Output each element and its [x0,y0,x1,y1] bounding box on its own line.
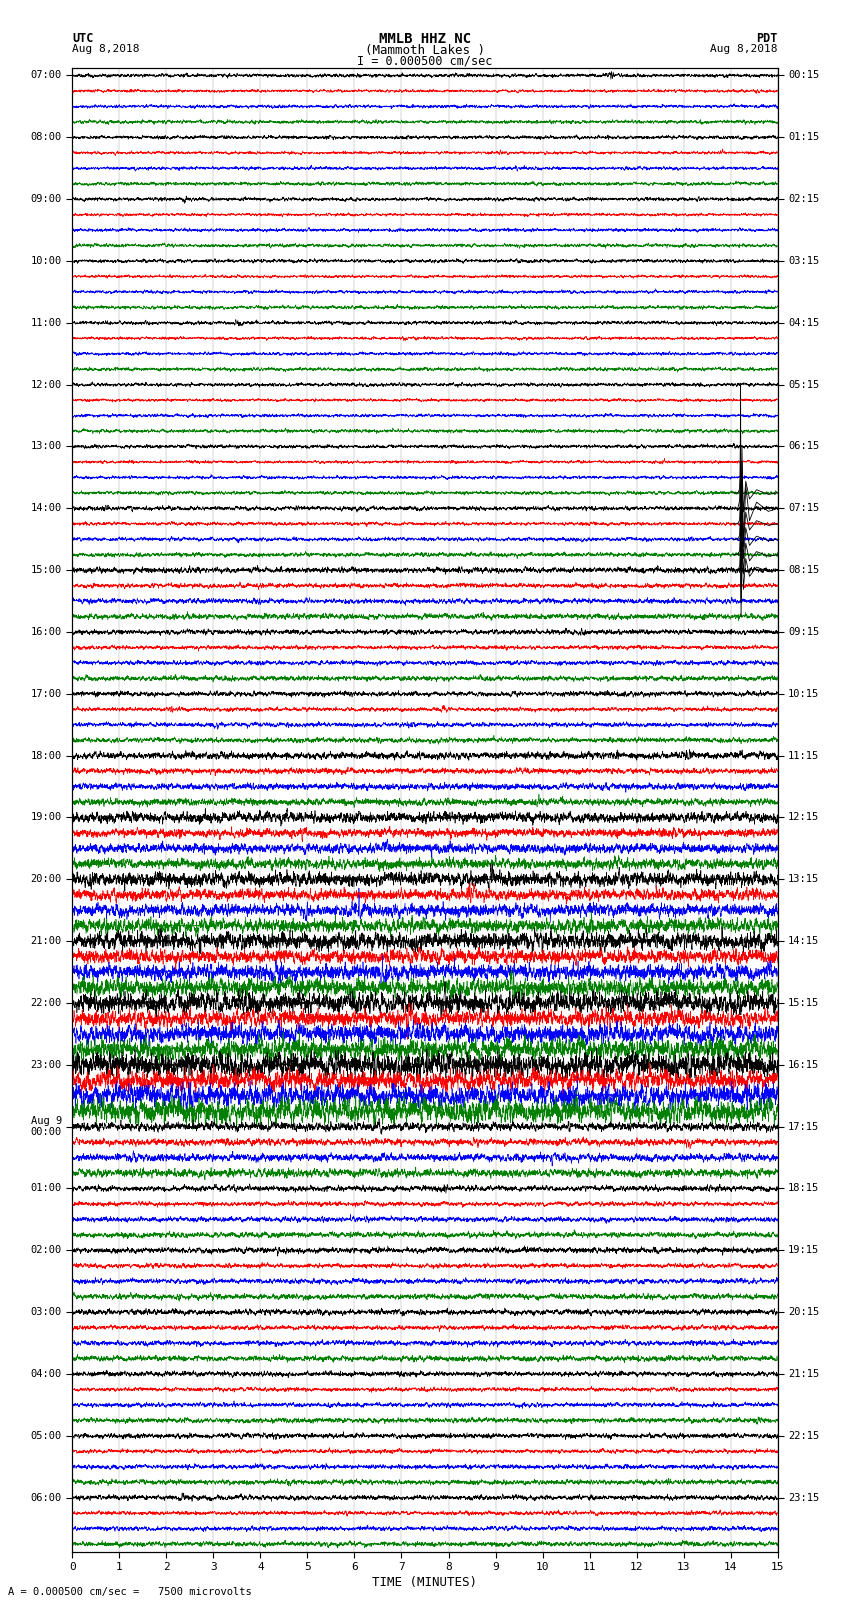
Text: A = 0.000500 cm/sec =   7500 microvolts: A = 0.000500 cm/sec = 7500 microvolts [8,1587,252,1597]
Text: Aug 8,2018: Aug 8,2018 [72,44,139,53]
Text: Aug 8,2018: Aug 8,2018 [711,44,778,53]
Text: UTC: UTC [72,32,94,45]
X-axis label: TIME (MINUTES): TIME (MINUTES) [372,1576,478,1589]
Text: MMLB HHZ NC: MMLB HHZ NC [379,32,471,47]
Text: I = 0.000500 cm/sec: I = 0.000500 cm/sec [357,55,493,68]
Text: (Mammoth Lakes ): (Mammoth Lakes ) [365,44,485,56]
Text: PDT: PDT [756,32,778,45]
